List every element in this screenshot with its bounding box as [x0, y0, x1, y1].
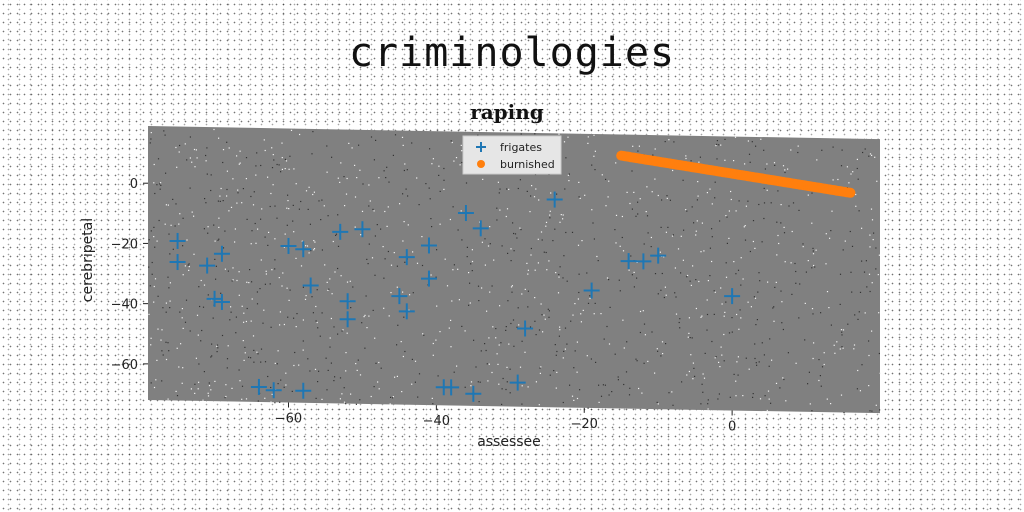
frigates-point	[332, 223, 349, 240]
legend-marker-burnished	[477, 160, 485, 168]
frigates-point	[213, 293, 230, 310]
legend-label-burnished: burnished	[500, 158, 555, 171]
figure-suptitle: criminologies	[348, 30, 676, 76]
y-tick-label: 0	[130, 177, 138, 192]
x-tick-label: 0	[728, 420, 736, 435]
frigates-point	[265, 382, 282, 399]
frigates-point	[199, 257, 216, 274]
frigates-point	[420, 237, 437, 254]
legend-label-frigates: frigates	[500, 141, 542, 154]
frigates-point	[250, 378, 267, 395]
y-axis-label: cerebripetal	[80, 218, 96, 302]
frigates-point	[517, 320, 534, 337]
frigates-point	[635, 253, 652, 270]
frigates-point	[295, 382, 312, 399]
frigates-point	[398, 249, 415, 266]
frigates-point	[472, 220, 489, 237]
frigates-point	[280, 237, 297, 254]
legend: frigates burnished	[462, 135, 562, 175]
frigates-point	[620, 253, 637, 270]
y-tick-label: −40	[111, 298, 138, 313]
y-tick-label: −20	[111, 237, 138, 252]
plot-area	[148, 126, 881, 414]
frigates-point	[206, 290, 223, 307]
frigates-point	[339, 293, 356, 310]
frigates-point	[443, 379, 460, 396]
frigates-point	[169, 232, 186, 249]
frigates-point	[546, 191, 563, 208]
axes-title: raping	[470, 100, 544, 124]
frigates-point	[583, 282, 600, 299]
ticks-layer: −60 −40 −20 0 −60 −40 −20 0	[111, 177, 737, 434]
frigates-point	[169, 254, 186, 271]
series-layer	[169, 150, 856, 402]
frigates-point	[457, 205, 474, 222]
x-tick-label: −60	[275, 412, 302, 427]
legend-marker-frigates	[476, 142, 486, 152]
frigates-point	[339, 311, 356, 328]
frigates-point	[398, 303, 415, 320]
x-axis-label: assessee	[477, 434, 541, 450]
plot-background	[148, 126, 880, 414]
frigates-point	[724, 288, 741, 305]
y-tick-label: −60	[111, 358, 138, 373]
frigates-point	[650, 247, 667, 264]
frigates-point	[509, 374, 526, 391]
frigates-point	[302, 277, 319, 294]
x-tick-label: −20	[571, 417, 598, 432]
x-tick-label: −40	[423, 414, 450, 429]
frigates-point	[295, 241, 312, 258]
legend-box	[462, 135, 562, 175]
frigates-point	[354, 221, 371, 238]
frigates-point	[465, 385, 482, 402]
frigates-point	[420, 270, 437, 287]
frigates-point	[213, 245, 230, 262]
burnished-point	[845, 187, 856, 198]
frigates-point	[391, 288, 408, 305]
plot-noise	[148, 128, 881, 414]
